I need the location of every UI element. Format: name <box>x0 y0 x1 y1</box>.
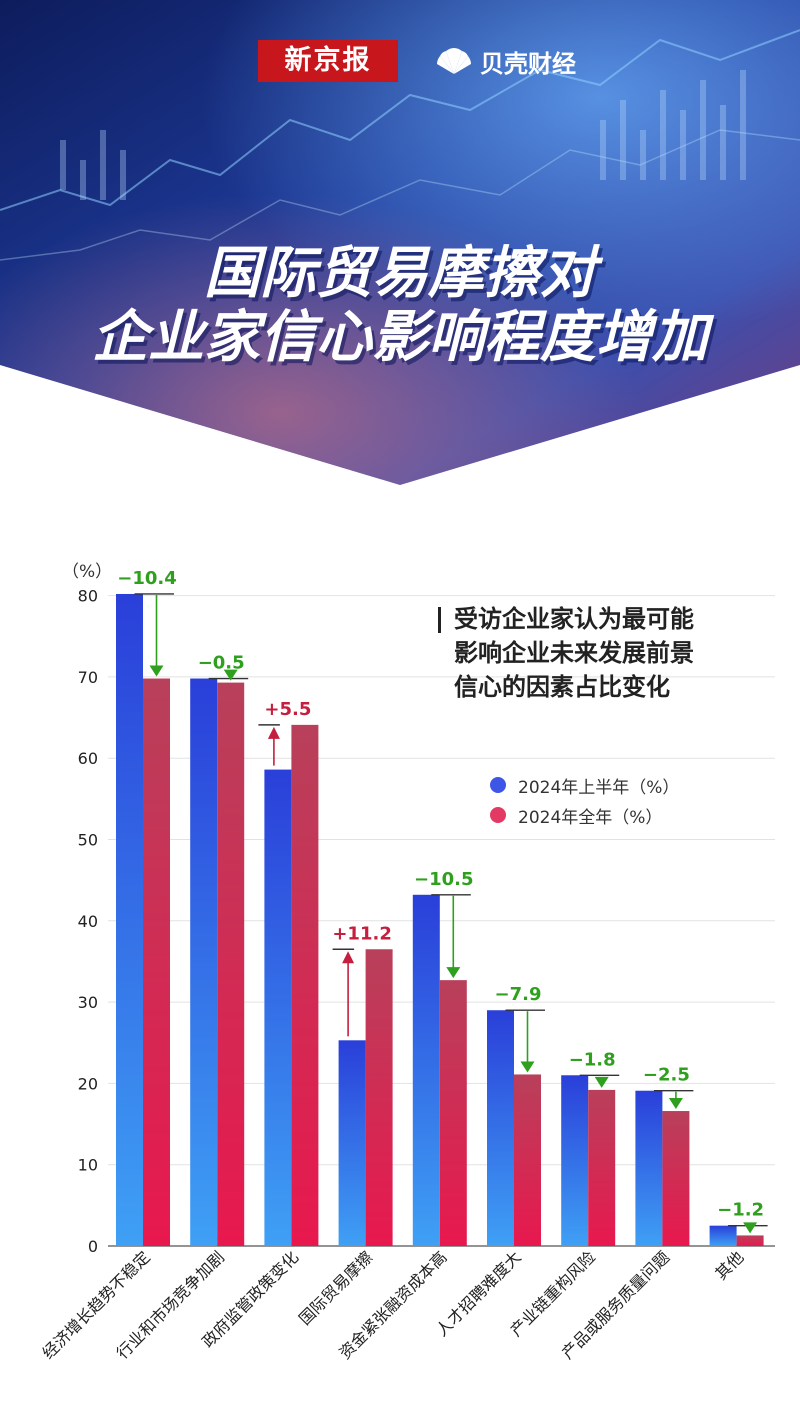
change-label: −1.8 <box>569 1049 616 1070</box>
legend-dot-series2 <box>490 807 506 823</box>
change-arrow-head <box>743 1222 758 1234</box>
bar-series2 <box>662 1111 690 1246</box>
bar-series2 <box>365 949 393 1246</box>
x-tick-label: 国际贸易摩擦 <box>295 1247 376 1328</box>
note-line3: 信心的因素占比变化 <box>454 673 670 701</box>
xinjingbao-logo: 新京报 <box>258 40 398 82</box>
change-annotations: −10.4 −0.5 +5.5 +11.2 −10.5 −7.9 −1.8 −2.5 −1.2 <box>117 568 768 1234</box>
bar-series2 <box>514 1074 541 1246</box>
legend-dot-series1 <box>490 777 506 793</box>
change-arrow-head <box>520 1061 535 1073</box>
change-label: +11.2 <box>332 923 392 944</box>
bar-series2 <box>217 682 245 1246</box>
change-arrow-head <box>668 1098 683 1110</box>
y-tick-label: 0 <box>88 1237 98 1256</box>
hero-title-line2: 企业家信心影响程度增加 <box>92 305 708 370</box>
bar-series1 <box>709 1225 737 1246</box>
change-label: +5.5 <box>264 699 311 720</box>
y-tick-label: 40 <box>78 912 98 931</box>
y-axis-ticks: 0 10 20 30 40 50 60 70 80 <box>78 587 98 1256</box>
hero-background <box>0 0 800 485</box>
shell-icon <box>437 48 471 74</box>
change-label: −10.5 <box>414 869 474 890</box>
note-line1: 受访企业家认为最可能 <box>454 605 694 633</box>
chart-note: 受访企业家认为最可能 影响企业未来发展前景 信心的因素占比变化 <box>438 602 694 704</box>
bar-series2 <box>736 1235 764 1246</box>
hero-banner: 新京报 贝壳财经 国际贸易摩擦对 企业家信心影响程度增加 <box>0 0 800 485</box>
bar-series1 <box>412 894 440 1246</box>
legend-item-series1: 2024年上半年（%） <box>490 770 679 800</box>
y-tick-label: 20 <box>78 1074 98 1093</box>
bar-series1 <box>487 1010 514 1246</box>
legend-label-series1: 2024年上半年（%） <box>518 777 680 798</box>
y-tick-label: 30 <box>78 993 98 1012</box>
change-label: −2.5 <box>643 1065 690 1086</box>
bar-series2 <box>439 980 467 1246</box>
change-label: −0.5 <box>198 653 245 674</box>
y-axis-unit: （%） <box>62 562 112 582</box>
change-label: −7.9 <box>495 984 542 1005</box>
y-tick-label: 70 <box>78 668 98 687</box>
bar-series1 <box>561 1075 589 1246</box>
bar-series1 <box>635 1090 663 1246</box>
change-arrow-head <box>223 669 238 681</box>
x-axis-labels: 经济增长趋势不稳定行业和市场竞争加剧政府监管政策变化国际贸易摩擦资金紧张融资成本… <box>39 1247 748 1362</box>
hero-title-line1: 国际贸易摩擦对 <box>204 241 596 306</box>
y-tick-label: 50 <box>78 831 98 850</box>
bar-series2 <box>588 1089 616 1246</box>
chart-legend: 2024年上半年（%） 2024年全年（%） <box>490 770 679 830</box>
bar-series1 <box>190 678 218 1246</box>
bars <box>116 593 764 1246</box>
note-line2: 影响企业未来发展前景 <box>454 639 694 667</box>
x-tick-label: 其他 <box>711 1247 747 1283</box>
brand-bar: 新京报 贝壳财经 <box>0 40 800 86</box>
note-accent-bar <box>438 607 441 633</box>
change-label: −1.2 <box>717 1200 764 1221</box>
beike-caijing-text: 贝壳财经 <box>480 49 576 78</box>
bar-series1 <box>116 593 143 1246</box>
change-arrow-head <box>267 726 280 739</box>
legend-label-series2: 2024年全年（%） <box>518 807 663 828</box>
legend-item-series2: 2024年全年（%） <box>490 800 679 830</box>
bar-series2 <box>143 678 170 1246</box>
change-arrow-head <box>594 1076 609 1088</box>
y-tick-label: 80 <box>78 587 98 606</box>
beike-caijing-logo: 贝壳财经 <box>434 40 576 82</box>
bar-series1 <box>264 769 292 1246</box>
change-arrow-head <box>342 951 355 964</box>
change-label: −10.4 <box>117 568 177 589</box>
y-tick-label: 60 <box>78 749 98 768</box>
bar-series2 <box>291 724 319 1246</box>
change-arrow-head <box>446 967 461 979</box>
bar-series1 <box>338 1040 366 1246</box>
y-tick-label: 10 <box>78 1156 98 1175</box>
change-arrow-head <box>149 665 164 677</box>
